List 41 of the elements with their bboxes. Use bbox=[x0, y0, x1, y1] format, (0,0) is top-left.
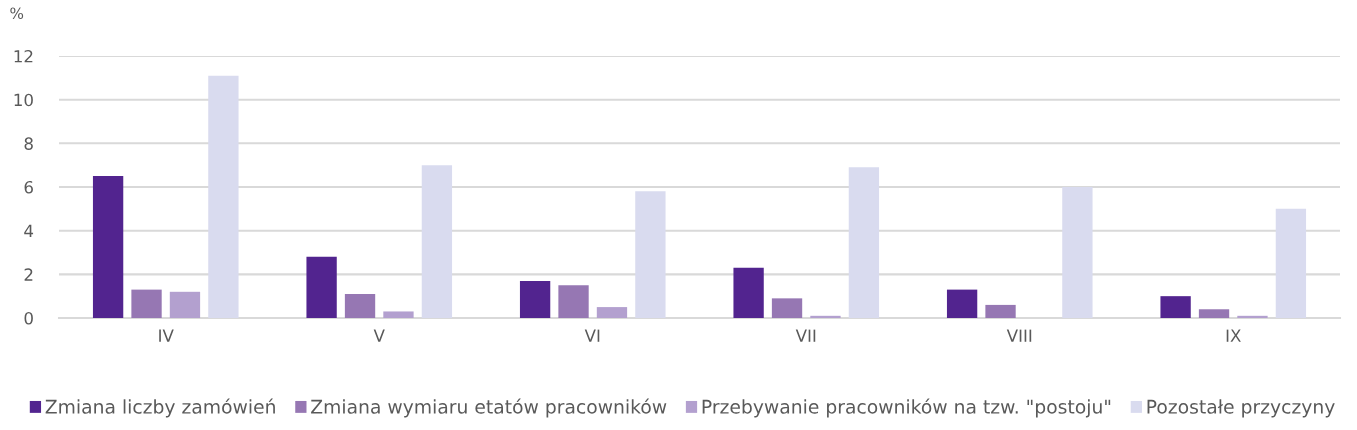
y-tick-label: 10 bbox=[14, 93, 33, 107]
x-tick-label: V bbox=[373, 329, 385, 342]
bar bbox=[1237, 315, 1268, 318]
x-tick-label: VII bbox=[795, 329, 816, 342]
y-tick-label: 0 bbox=[24, 311, 33, 325]
y-tick-label: 8 bbox=[24, 137, 33, 150]
bar bbox=[421, 165, 453, 318]
y-axis-title: % bbox=[10, 7, 24, 19]
legend-label: Pozostałe przyczyny bbox=[1147, 399, 1335, 418]
bar bbox=[985, 304, 1016, 318]
y-tick-label: 12 bbox=[14, 49, 33, 63]
legend-label: Przebywanie pracowników na tzw. "postoju" bbox=[702, 398, 1111, 418]
bar bbox=[1062, 187, 1093, 318]
bar bbox=[596, 307, 628, 318]
bar bbox=[306, 256, 337, 318]
bar bbox=[208, 75, 239, 318]
bar bbox=[848, 167, 880, 318]
y-tick-label: 4 bbox=[24, 224, 34, 237]
x-tick-label: VI bbox=[584, 329, 600, 342]
bar bbox=[92, 176, 124, 318]
bar bbox=[1160, 296, 1191, 318]
bar bbox=[946, 289, 978, 318]
x-tick-label: IV bbox=[159, 329, 174, 342]
bar bbox=[519, 280, 551, 318]
bar bbox=[344, 293, 376, 318]
legend-label: Zmiana wymiaru etatów pracowników bbox=[311, 398, 667, 418]
bar bbox=[1198, 309, 1230, 318]
legend-label: Zmiana liczby zamówień bbox=[45, 398, 275, 418]
bar bbox=[733, 267, 764, 318]
bar bbox=[771, 298, 803, 318]
bar bbox=[1275, 208, 1307, 318]
x-tick-label: IX bbox=[1226, 329, 1241, 342]
bar bbox=[169, 291, 201, 318]
x-tick-label: VIII bbox=[1006, 329, 1032, 342]
bar bbox=[131, 289, 162, 318]
y-tick-label: 2 bbox=[24, 268, 33, 281]
y-tick-label: 6 bbox=[24, 180, 33, 194]
bar bbox=[558, 285, 589, 318]
bar bbox=[635, 191, 666, 318]
bar bbox=[383, 311, 414, 318]
bar bbox=[810, 315, 841, 318]
